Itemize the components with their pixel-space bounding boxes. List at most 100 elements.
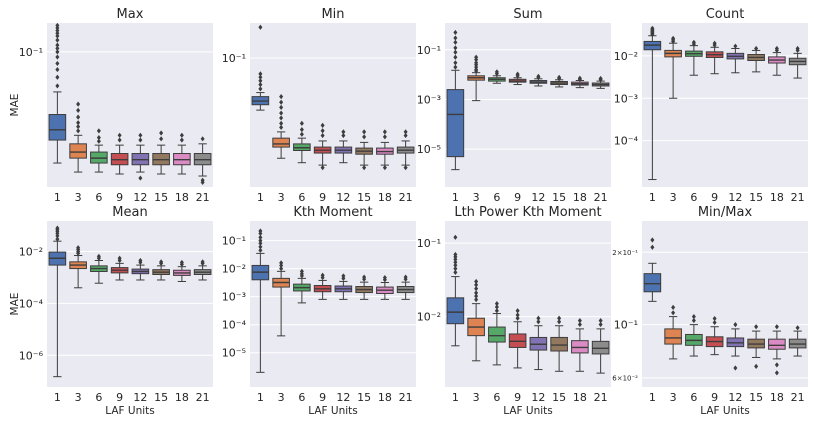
- box-3: [69, 245, 87, 289]
- outlier-point: [258, 228, 263, 234]
- panel-title: Min/Max: [698, 205, 753, 220]
- panel-title: Lth Power Kth Moment: [454, 205, 601, 220]
- x-tick-label: 6: [298, 391, 305, 404]
- box-18: [571, 318, 589, 372]
- panel-max: 10⁻¹ 1 3 6 9 12 15 18 21 Max MAE: [9, 7, 213, 204]
- x-tick-label: 1: [257, 391, 264, 404]
- box-3: [272, 260, 290, 337]
- box-12: [334, 129, 353, 164]
- outlier-point: [138, 132, 143, 138]
- panel-mean: 10⁻² 10⁻⁴ 10⁻⁶ 1 3 6 9 12 15 18 21 Mean MAE LAF Units: [9, 205, 213, 417]
- outlier-point: [299, 127, 304, 133]
- outlier-point: [474, 278, 479, 285]
- outlier-point: [138, 137, 143, 143]
- box-21: [193, 259, 212, 281]
- y-tick-label: 10⁻²: [614, 50, 638, 63]
- outlier-point: [258, 244, 263, 250]
- outlier-point: [159, 136, 164, 142]
- box-15: [550, 315, 568, 372]
- box-9: [705, 315, 724, 356]
- outlier-point: [733, 365, 738, 371]
- x-tick-label: 15: [154, 391, 168, 404]
- box-21: [591, 318, 610, 374]
- box-15: [152, 130, 170, 175]
- outlier-point: [320, 132, 325, 139]
- box-15: [747, 45, 765, 73]
- x-tick-label: 18: [175, 391, 189, 404]
- x-tick-label: 12: [728, 391, 742, 404]
- panel-title: Min: [321, 7, 344, 22]
- panel-background: [642, 23, 808, 187]
- x-tick-label: 21: [196, 391, 210, 404]
- outlier-point: [754, 324, 759, 330]
- outlier-point: [691, 317, 696, 324]
- outlier-point: [96, 135, 101, 141]
- outlier-point: [474, 282, 479, 288]
- box-1: [48, 22, 67, 164]
- box-9: [508, 71, 527, 86]
- x-axis-label: LAF Units: [503, 405, 553, 417]
- outlier-point: [453, 262, 458, 268]
- outlier-point: [795, 45, 800, 52]
- outlier-point: [279, 266, 284, 272]
- panel-background: [47, 221, 213, 387]
- box-12: [726, 43, 745, 74]
- iqr-box: [446, 297, 465, 325]
- outlier-point: [320, 128, 325, 134]
- x-tick-label: 6: [95, 391, 102, 404]
- outlier-point: [55, 42, 60, 48]
- box-18: [571, 75, 589, 89]
- outlier-point: [453, 259, 458, 265]
- outlier-point: [179, 132, 184, 138]
- outlier-point: [341, 273, 346, 279]
- x-tick-label: 15: [154, 191, 168, 204]
- box-6: [488, 301, 506, 366]
- y-tick-label: 10⁻³: [614, 92, 638, 105]
- panel-title: Mean: [112, 205, 147, 220]
- box-21: [788, 325, 807, 357]
- outlier-point: [279, 115, 284, 121]
- y-tick-label: 10⁻⁶: [19, 349, 44, 362]
- outlier-point: [403, 129, 408, 135]
- iqr-box: [488, 326, 506, 343]
- outlier-point: [279, 94, 284, 100]
- box-21: [396, 129, 415, 171]
- outlier-point: [55, 30, 60, 36]
- box-12: [131, 257, 150, 281]
- x-tick-label: 21: [399, 191, 413, 204]
- outlier-point: [733, 322, 738, 328]
- x-tick-label: 6: [95, 191, 102, 204]
- panel-title: Count: [706, 7, 745, 22]
- outlier-point: [117, 255, 122, 261]
- box-9: [313, 272, 332, 300]
- panel-background: [445, 221, 611, 387]
- outlier-point: [712, 40, 717, 46]
- outlier-point: [712, 315, 717, 322]
- y-tick-label: 10⁻³: [417, 93, 441, 106]
- outlier-point: [598, 321, 603, 328]
- x-tick-label: 9: [319, 191, 326, 204]
- x-tick-label: 18: [573, 191, 587, 204]
- outlier-point: [557, 74, 562, 80]
- box-3: [467, 278, 485, 362]
- panel-title: Kth Moment: [293, 205, 372, 220]
- outlier-point: [55, 83, 60, 89]
- x-tick-label: 3: [278, 391, 285, 404]
- outlier-point: [258, 247, 263, 253]
- outlier-point: [55, 33, 60, 39]
- x-tick-label: 12: [133, 391, 147, 404]
- box-6: [488, 69, 506, 84]
- outlier-point: [55, 225, 60, 231]
- outlier-point: [577, 321, 582, 328]
- x-tick-label: 15: [749, 191, 763, 204]
- x-tick-label: 18: [770, 191, 784, 204]
- outlier-point: [341, 129, 346, 135]
- x-tick-label: 3: [75, 391, 82, 404]
- x-tick-label: 9: [319, 391, 326, 404]
- x-tick-label: 12: [336, 391, 350, 404]
- outlier-point: [138, 175, 143, 181]
- outlier-point: [76, 120, 81, 126]
- outlier-point: [320, 165, 325, 171]
- box-12: [529, 73, 548, 87]
- outlier-point: [320, 122, 325, 128]
